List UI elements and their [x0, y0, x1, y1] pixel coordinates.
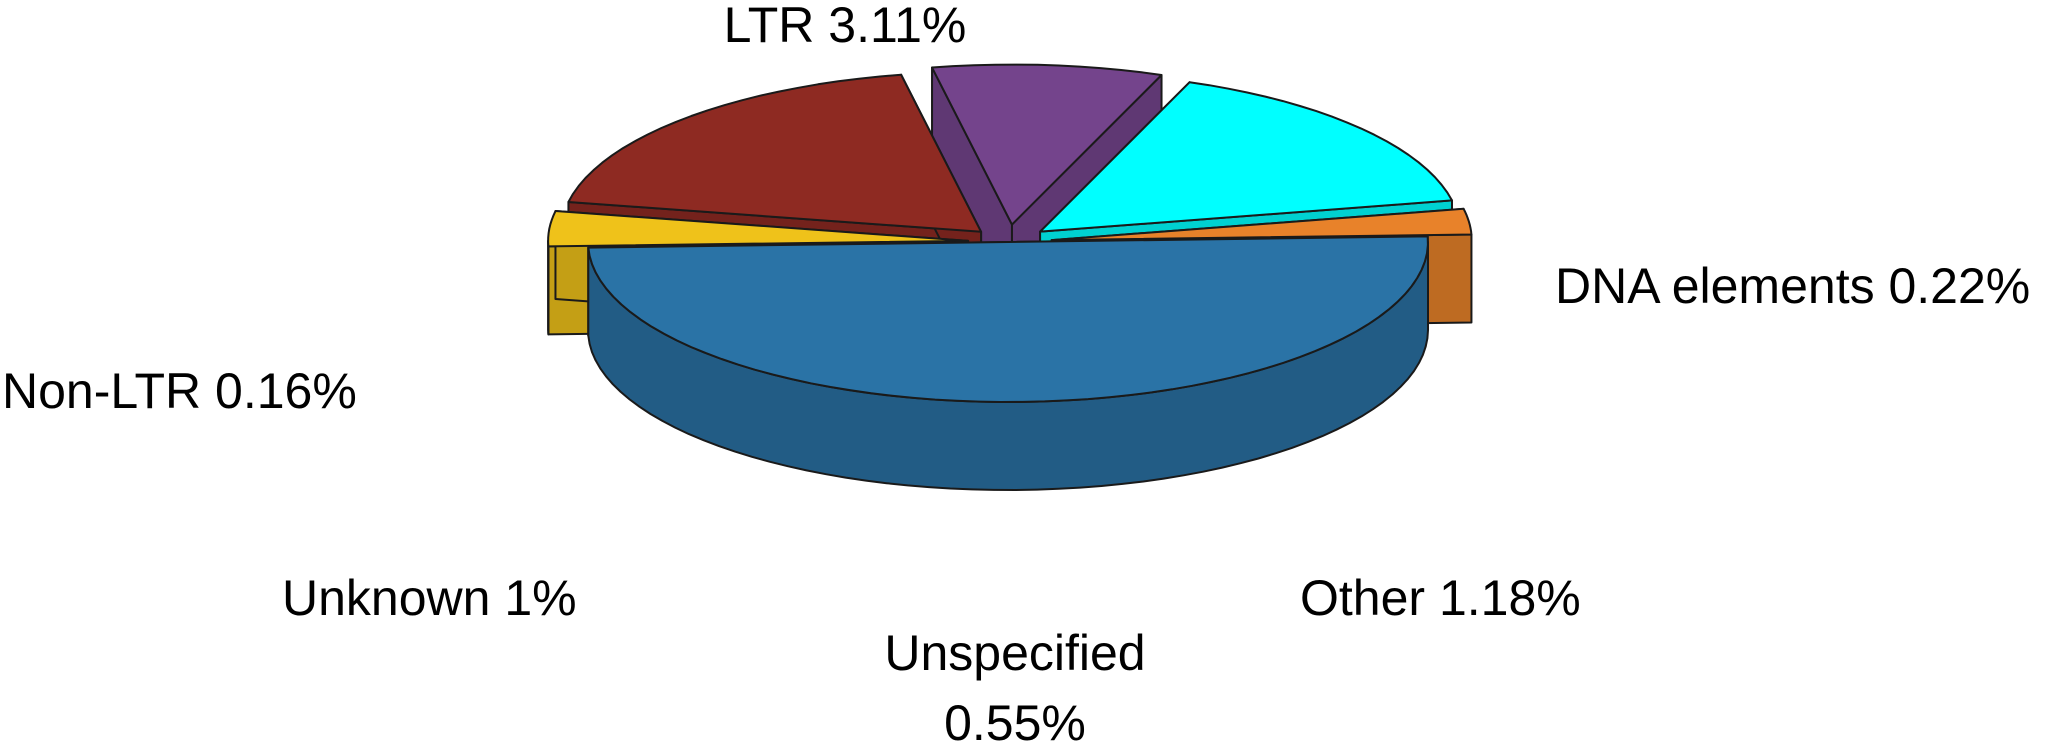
pie-slices — [547, 63, 1473, 491]
label-other: Other 1.18% — [1300, 570, 1581, 626]
label-non-ltr: Non-LTR 0.16% — [2, 363, 357, 419]
label-dna-elements: DNA elements 0.22% — [1555, 258, 2030, 314]
slice-unknown — [1039, 81, 1453, 233]
label-unspecified-line2: 0.55% — [944, 695, 1086, 751]
slice-other — [567, 73, 983, 233]
label-unspecified-line1: Unspecified — [884, 625, 1145, 681]
slice-unspecified — [931, 63, 1163, 226]
slice-ltr — [587, 235, 1429, 403]
label-ltr: LTR 3.11% — [724, 0, 967, 53]
slice-dna — [547, 210, 970, 248]
label-unknown: Unknown 1% — [282, 570, 577, 626]
slice-nonltr — [1050, 207, 1473, 242]
